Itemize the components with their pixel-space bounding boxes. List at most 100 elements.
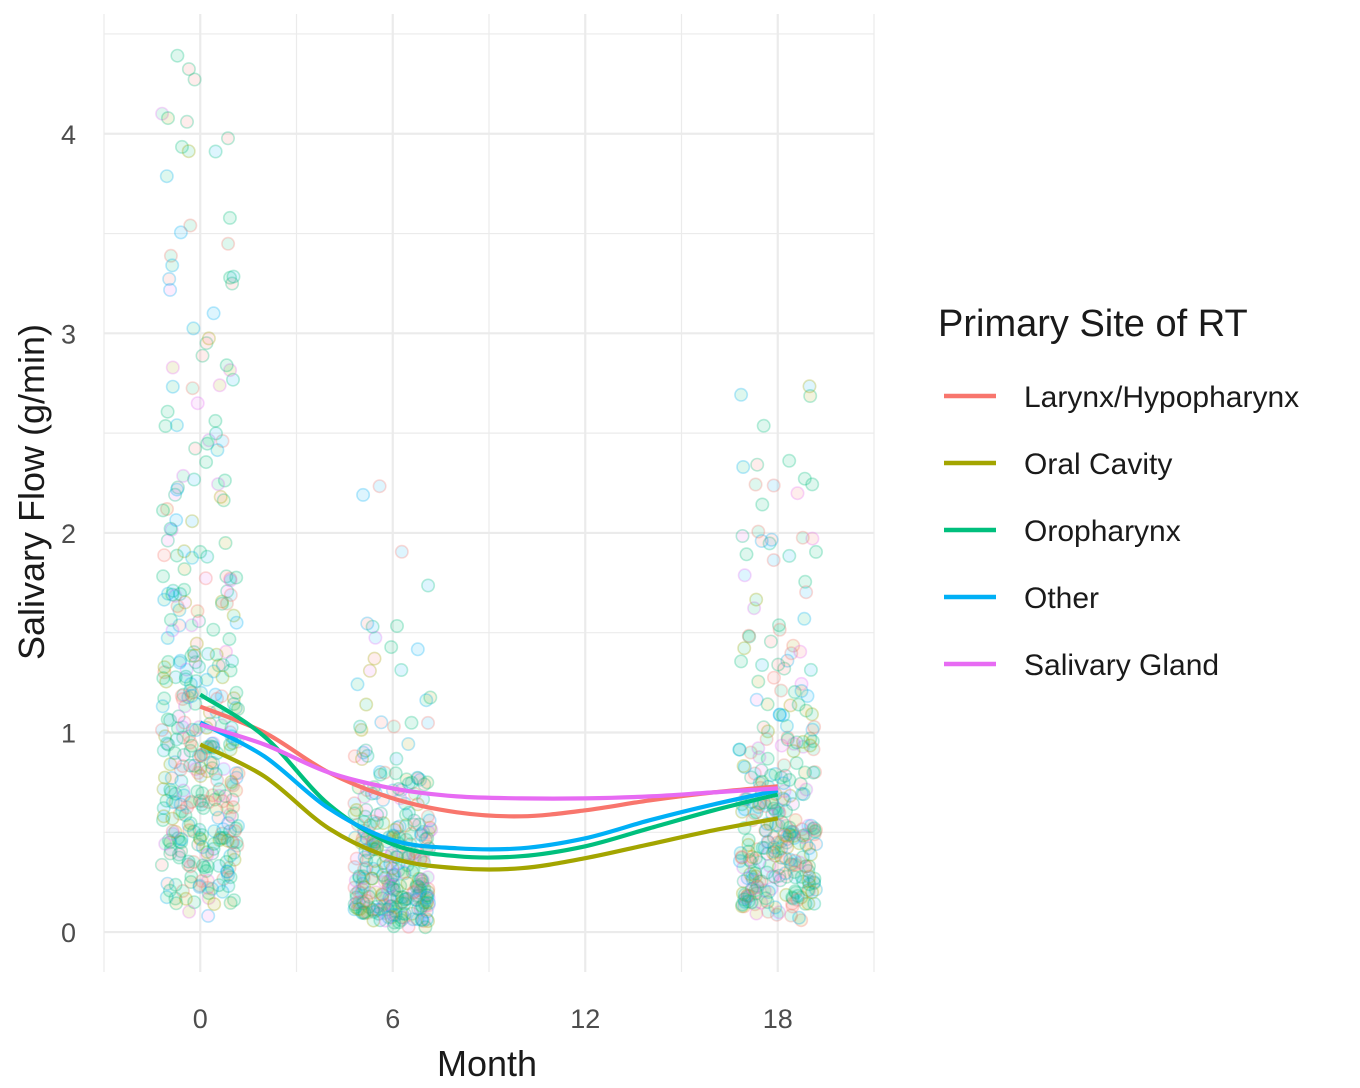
scatter-point	[185, 722, 200, 737]
scatter-point	[777, 758, 792, 773]
scatter-point	[421, 898, 436, 913]
scatter-point	[207, 897, 222, 912]
scatter-point	[747, 806, 762, 821]
scatter-point	[736, 459, 751, 474]
scatter-point	[352, 870, 367, 885]
scatter-point	[380, 874, 395, 889]
scatter-point	[208, 792, 223, 807]
scatter-point	[397, 906, 412, 921]
x-tick-label: 12	[570, 1004, 600, 1034]
scatter-point	[421, 825, 436, 840]
scatter-point	[409, 879, 424, 894]
scatter-point	[795, 822, 810, 837]
series-line-oropharynx	[199, 692, 779, 860]
scatter-point	[183, 859, 198, 874]
scatter-point	[766, 801, 781, 816]
scatter-point	[780, 829, 795, 844]
scatter-point	[156, 813, 171, 828]
scatter-point	[784, 824, 799, 839]
scatter-point	[350, 901, 365, 916]
scatter-point	[364, 871, 379, 886]
scatter-point	[223, 848, 238, 863]
scatter-point	[787, 830, 802, 845]
scatter-point	[195, 840, 210, 855]
scatter-point	[389, 618, 404, 633]
scatter-point	[352, 902, 367, 917]
scatter-point	[420, 775, 435, 790]
scatter-point	[193, 748, 208, 763]
scatter-point	[737, 892, 752, 907]
scatter-point	[775, 815, 790, 830]
scatter-point	[354, 886, 369, 901]
scatter-point	[408, 892, 423, 907]
scatter-point	[754, 533, 769, 548]
legend-title: Primary Site of RT	[938, 303, 1248, 345]
y-tick-label: 1	[61, 719, 76, 749]
scatter-point	[199, 672, 214, 687]
scatter-point	[161, 737, 176, 752]
scatter-point	[737, 887, 752, 902]
scatter-point	[173, 797, 188, 812]
scatter-point	[741, 832, 756, 847]
scatter-point	[376, 816, 391, 831]
scatter-point	[156, 743, 171, 758]
scatter-point	[796, 874, 811, 889]
scatter-point	[745, 849, 760, 864]
scatter-point	[170, 480, 185, 495]
scatter-point	[359, 802, 374, 817]
x-axis-title: Month	[437, 1043, 537, 1084]
scatter-point	[386, 882, 401, 897]
scatter-point	[413, 872, 428, 887]
scatter-point	[164, 522, 179, 537]
scatter-point	[207, 824, 222, 839]
scatter-point	[397, 896, 412, 911]
scatter-point	[163, 842, 178, 857]
scatter-point	[165, 824, 180, 839]
scatter-point	[375, 891, 390, 906]
scatter-point	[163, 521, 178, 536]
scatter-point	[412, 885, 427, 900]
scatter-point	[760, 895, 775, 910]
scatter-point	[394, 889, 409, 904]
scatter-point	[772, 805, 787, 820]
scatter-point	[757, 840, 772, 855]
scatter-point	[752, 750, 767, 765]
scatter-point	[223, 571, 238, 586]
scatter-point	[366, 913, 381, 928]
scatter-point	[785, 896, 800, 911]
scatter-point	[772, 868, 787, 883]
scatter-point	[214, 826, 229, 841]
scatter-point	[736, 874, 751, 889]
scatter-point	[793, 776, 808, 791]
scatter-point	[787, 865, 802, 880]
scatter-point	[751, 524, 766, 539]
scatter-point	[788, 857, 803, 872]
scatter-point	[200, 436, 215, 451]
scatter-point	[180, 800, 195, 815]
scatter-point	[357, 862, 372, 877]
scatter-point	[183, 758, 198, 773]
scatter-point	[805, 722, 820, 737]
scatter-point	[208, 687, 223, 702]
scatter-point	[771, 844, 786, 859]
scatter-point	[415, 898, 430, 913]
scatter-point	[779, 887, 794, 902]
scatter-point	[194, 873, 209, 888]
scatter-point	[230, 838, 245, 853]
scatter-point	[417, 881, 432, 896]
scatter-point	[760, 697, 775, 712]
scatter-point	[747, 897, 762, 912]
scatter-point	[807, 719, 822, 734]
scatter-point	[386, 877, 401, 892]
scatter-point	[359, 893, 374, 908]
scatter-point	[732, 742, 747, 757]
scatter-point	[194, 797, 209, 812]
scatter-point	[391, 863, 406, 878]
scatter-point	[776, 708, 791, 723]
scatter-point	[156, 782, 171, 797]
scatter-point	[223, 870, 238, 885]
scatter-point	[780, 730, 795, 745]
scatter-point	[805, 531, 820, 546]
scatter-point	[398, 818, 413, 833]
scatter-point	[410, 771, 425, 786]
